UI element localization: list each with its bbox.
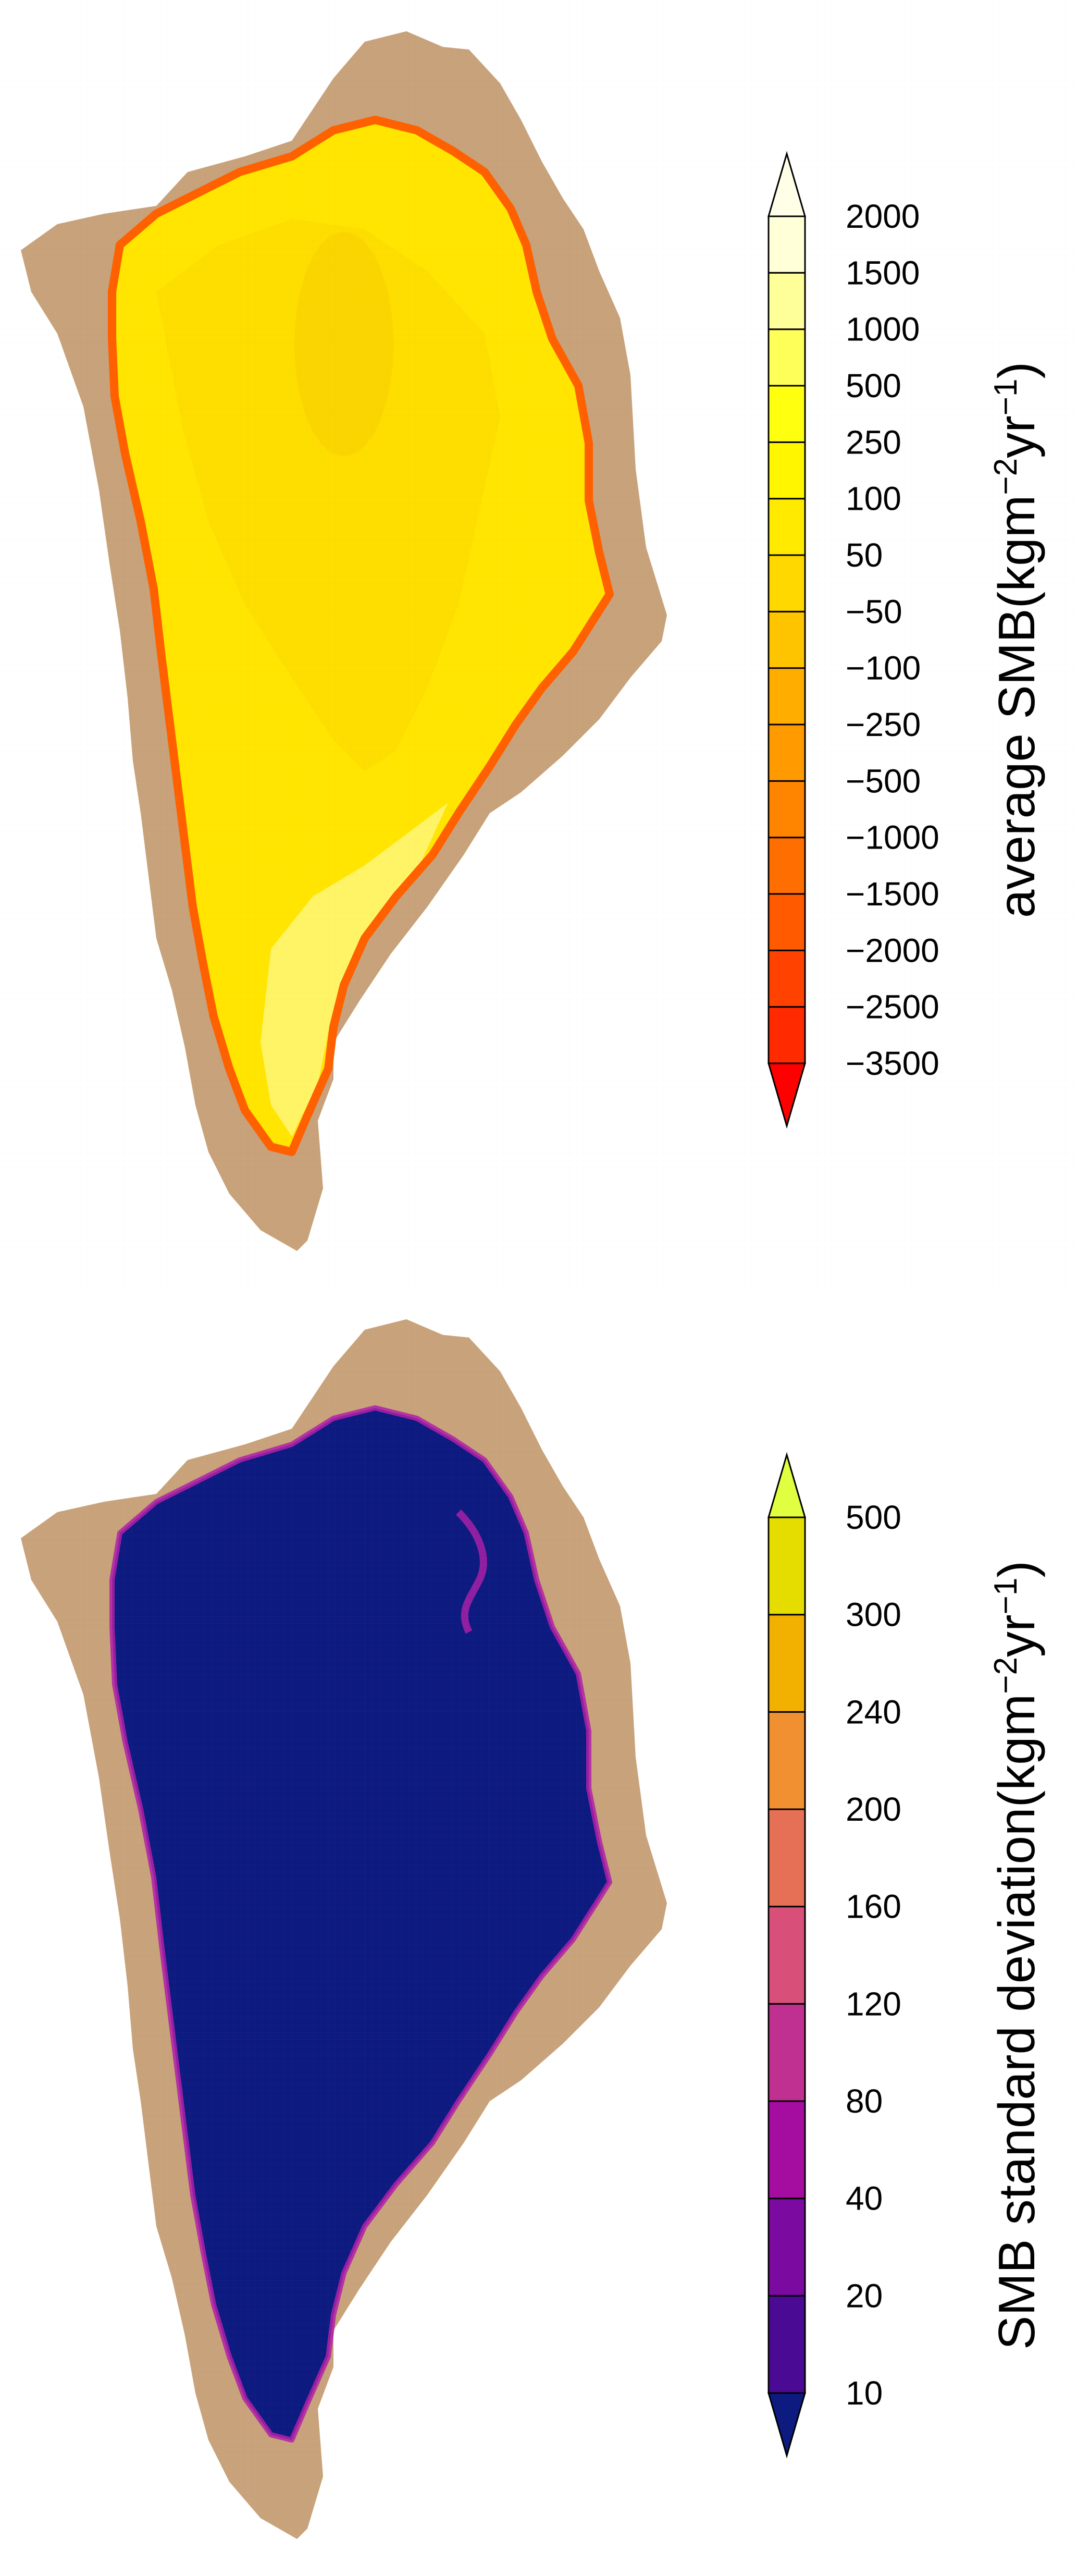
colorbar-average-smb: −3500 −2500 −2000 −1500 −1000 −500 −250 −100 −50… [767, 151, 1046, 1129]
colorbar-tick-label: 500 [846, 1499, 901, 1536]
colorbar-band [767, 2100, 806, 2200]
colorbar-band [767, 272, 806, 330]
colorbar-lower-extend-arrow [767, 1062, 806, 1129]
colorbar-tick-label: 40 [846, 2180, 883, 2217]
colorbar-tick-label: 80 [846, 2082, 883, 2120]
colorbar-title: SMB standard deviation(kgm−2yr−1) [988, 1561, 1046, 2350]
colorbar-band [767, 1516, 806, 1616]
colorbar-tick-label: −250 [846, 706, 921, 743]
colorbar-tick-label: 240 [846, 1693, 901, 1731]
colorbar-band [767, 610, 806, 669]
colorbar-tick-label: −100 [846, 649, 921, 687]
colorbar-band [767, 723, 806, 782]
greenland-map [0, 1288, 1077, 2576]
colorbar-band [767, 215, 806, 274]
colorbar-tick-label: 1000 [846, 311, 920, 348]
colorbar-tick-label: 120 [846, 1985, 901, 2022]
colorbar-tick-label: −1500 [846, 875, 939, 913]
colorbar-title: average SMB(kgm−2yr−1) [988, 362, 1046, 918]
colorbar-tick-label: −3500 [846, 1045, 939, 1082]
colorbar-band [767, 1614, 806, 1713]
smb-std-panel: 10 20 40 80 120 160 200 240 300 500 SMB standard d… [0, 1288, 1077, 2576]
colorbar-band [767, 385, 806, 443]
colorbar-band [767, 498, 806, 556]
colorbar-tick-label: 200 [846, 1790, 901, 1828]
colorbar-band [767, 837, 806, 895]
colorbar-band [767, 2003, 806, 2102]
greenland-map [0, 0, 1077, 1288]
colorbar-tick-label: 250 [846, 423, 901, 461]
colorbar-band [767, 2198, 806, 2297]
colorbar-lower-extend-arrow [767, 2392, 806, 2459]
colorbar-smb-std: 10 20 40 80 120 160 200 240 300 500 SMB standard d… [767, 1452, 1046, 2459]
colorbar-band [767, 949, 806, 1008]
average-smb-panel: −3500 −2500 −2000 −1500 −1000 −500 −250 −100 −50… [0, 0, 1077, 1288]
colorbar-tick-label: −500 [846, 762, 921, 800]
colorbar-upper-extend-arrow [767, 151, 806, 217]
colorbar-band [767, 893, 806, 951]
colorbar-band [767, 328, 806, 387]
colorbar-tick-label: 20 [846, 2277, 883, 2314]
colorbar-tick-label: −50 [846, 593, 902, 630]
colorbar-band [767, 441, 806, 500]
colorbar-band [767, 2295, 806, 2394]
colorbar-tick-label: 500 [846, 367, 901, 404]
colorbar-tick-label: −1000 [846, 819, 939, 856]
colorbar-tick-label: 160 [846, 1888, 901, 1925]
colorbar-band [767, 1006, 806, 1064]
colorbar-band [767, 780, 806, 839]
colorbar-tick-label: 2000 [846, 198, 920, 235]
colorbar-tick-label: 300 [846, 1596, 901, 1634]
colorbar-tick-label: 50 [846, 536, 883, 574]
colorbar-band [767, 1906, 806, 2005]
colorbar-upper-extend-arrow [767, 1452, 806, 1518]
colorbar-band [767, 1711, 806, 1810]
colorbar-tick-label: −2000 [846, 931, 939, 969]
colorbar-band [767, 667, 806, 726]
colorbar-tick-label: 1500 [846, 254, 920, 291]
colorbar-band [767, 1808, 806, 1908]
average-smb-figure: −3500 −2500 −2000 −1500 −1000 −500 −250 −100 −50… [0, 0, 1077, 1288]
colorbar-tick-label: 10 [846, 2374, 883, 2412]
colorbar-band [767, 554, 806, 612]
colorbar-tick-label: −2500 [846, 988, 939, 1026]
smb-std-figure: 10 20 40 80 120 160 200 240 300 500 SMB standard d… [0, 1288, 1077, 2576]
colorbar-tick-label: 100 [846, 480, 901, 518]
